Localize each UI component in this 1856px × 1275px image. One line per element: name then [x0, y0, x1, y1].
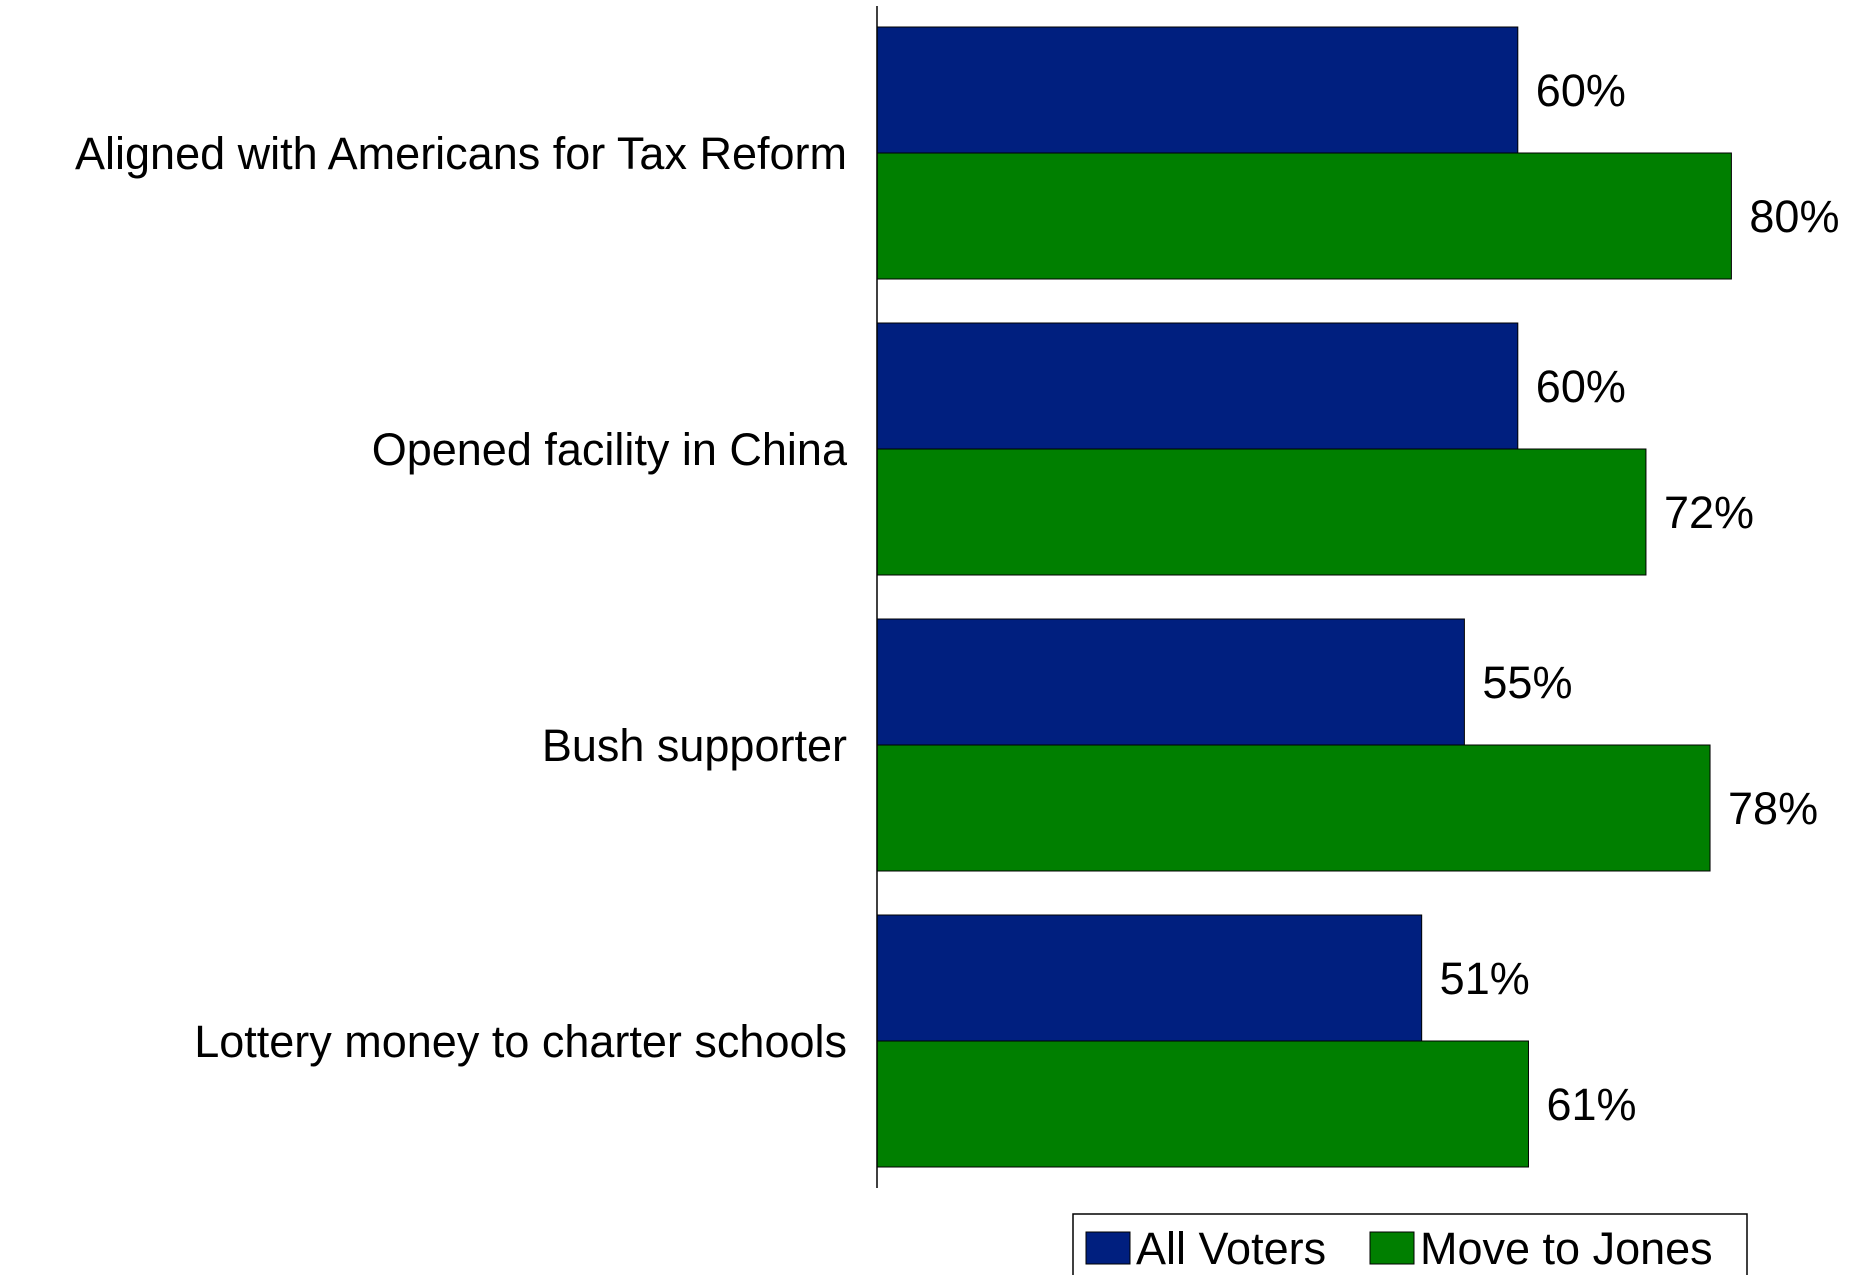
- bar-all-voters: [876, 914, 1423, 1042]
- legend-swatch-all-voters: [1085, 1231, 1131, 1265]
- bar-move-to-jones: [876, 152, 1732, 280]
- category-label: Aligned with Americans for Tax Reform: [75, 128, 847, 179]
- category-label: Bush supporter: [542, 720, 847, 771]
- value-label-all-voters: 51%: [1440, 953, 1530, 1004]
- legend-label-move-to-jones: Move to Jones: [1420, 1223, 1713, 1274]
- value-label-all-voters: 55%: [1482, 657, 1572, 708]
- category-label: Opened facility in China: [372, 424, 848, 475]
- legend-label-all-voters: All Voters: [1136, 1223, 1326, 1274]
- bars: [876, 26, 1732, 1168]
- bar-all-voters: [876, 322, 1519, 450]
- bar-move-to-jones: [876, 448, 1647, 576]
- bar-move-to-jones: [876, 1040, 1529, 1168]
- value-label-all-voters: 60%: [1536, 361, 1626, 412]
- category-label: Lottery money to charter schools: [194, 1016, 847, 1067]
- category-labels: Aligned with Americans for Tax Reform Ope…: [75, 128, 848, 1067]
- legend-swatch-move-to-jones: [1369, 1231, 1415, 1265]
- bar-all-voters: [876, 618, 1465, 746]
- legend: All Voters Move to Jones: [1072, 1213, 1748, 1275]
- value-label-move-to-jones: 80%: [1749, 191, 1839, 242]
- value-label-move-to-jones: 72%: [1664, 487, 1754, 538]
- value-labels: 60% 80% 60% 72% 55% 78% 51% 61%: [1440, 65, 1840, 1130]
- value-label-move-to-jones: 61%: [1546, 1079, 1636, 1130]
- bar-all-voters: [876, 26, 1519, 154]
- value-label-move-to-jones: 78%: [1728, 783, 1818, 834]
- bar-move-to-jones: [876, 744, 1711, 872]
- value-label-all-voters: 60%: [1536, 65, 1626, 116]
